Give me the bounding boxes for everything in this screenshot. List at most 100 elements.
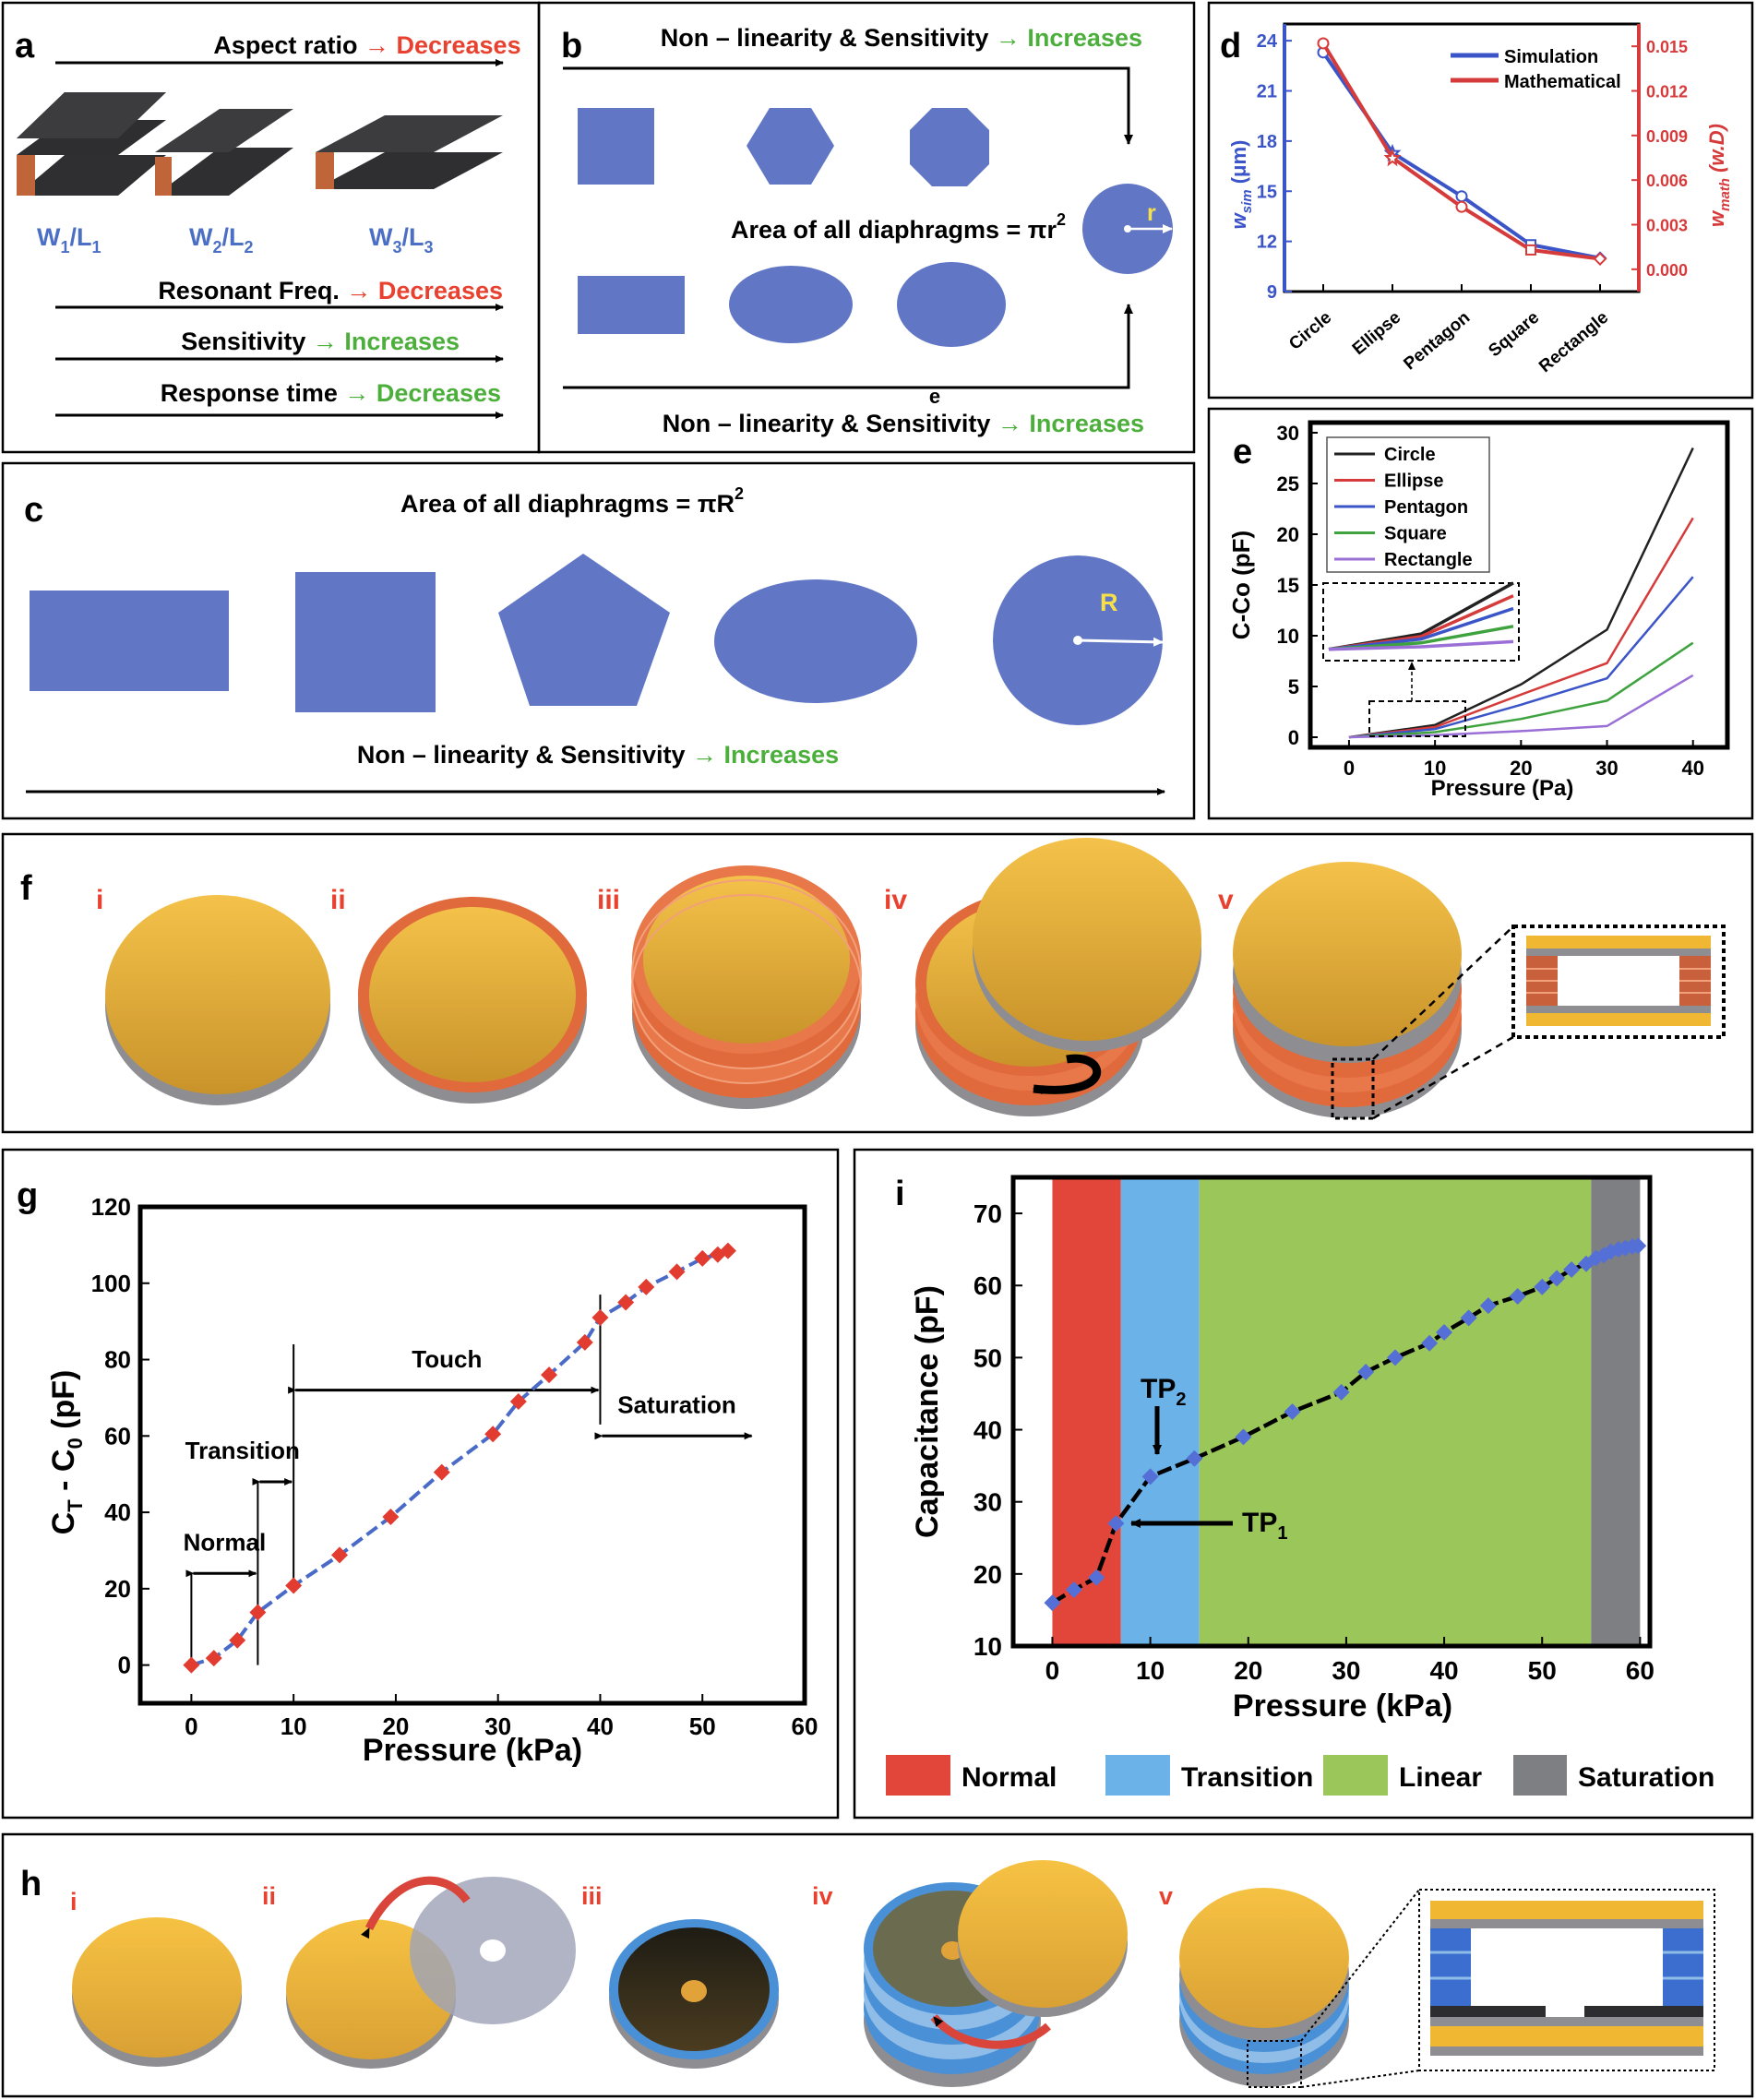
i-legend-swatch (886, 1755, 950, 1796)
e-ylabel: C-Co (pF) (1227, 531, 1255, 639)
d-y2label: wmath (w.D) (1705, 124, 1733, 227)
d-y2tick-label: 0.009 (1646, 127, 1688, 146)
d-y2-axis: 0.000 0.003 0.006 0.009 0.012 0.015 (1631, 38, 1688, 280)
i-xtick-label: 60 (1626, 1656, 1654, 1685)
e-xtick-label: 20 (1510, 757, 1532, 780)
d-xtick-label: Pentagon (1400, 308, 1474, 375)
g-region-label: Transition (185, 1437, 300, 1464)
f-step-iv: iv (884, 885, 907, 915)
ratio-w1-l1: W1/L1 (37, 223, 102, 257)
e-ytick-label: 20 (1277, 523, 1299, 546)
b-ellipse-round (897, 262, 1006, 347)
i-ytick-label: 50 (974, 1343, 1002, 1372)
d-y2tick-label: 0.015 (1646, 38, 1688, 56)
i-data-point (1332, 1383, 1350, 1401)
b-ellipse-wide (729, 266, 853, 343)
g-data-point (285, 1577, 303, 1594)
e-legend-item: Circle (1384, 445, 1436, 465)
panel-e-border (1207, 407, 1754, 820)
g-ytick-label: 60 (104, 1422, 131, 1450)
g-ytick-label: 100 (91, 1270, 131, 1297)
d-data-point (1317, 37, 1330, 50)
g-ylabel: CT - C0 (pF) (46, 1370, 87, 1535)
g-data-point (591, 1309, 609, 1327)
h-step-i: i (70, 1888, 78, 1915)
c-pentagon (498, 554, 670, 706)
resonant-freq-line: Resonant Freq. → Decreases (158, 277, 503, 304)
i-legend-swatch (1323, 1755, 1388, 1796)
h-step-iii: iii (581, 1882, 603, 1910)
e-zoom-inset (1322, 581, 1520, 737)
i-x-axis: 0 10 20 30 40 50 60 (1045, 1637, 1654, 1685)
d-ytick-label: 12 (1257, 233, 1277, 253)
e-series-line (1348, 447, 1694, 739)
panel-letter-i: i (895, 1175, 905, 1213)
b-hexagon (747, 108, 834, 185)
i-legend-swatch (1105, 1755, 1170, 1796)
g-xlabel: Pressure (kPa) (363, 1733, 582, 1768)
i-data-point (1460, 1309, 1477, 1327)
e-legend: Circle Ellipse Pentagon Square Rectangle (1326, 436, 1490, 573)
g-xtick-label: 60 (792, 1712, 818, 1740)
e-ytick-label: 5 (1288, 675, 1299, 698)
chart-i: i 10 20 30 40 50 60 70 0 10 20 30 40 50 60 TP2 TP1 P… (886, 1175, 1714, 1796)
g-data-point (638, 1278, 655, 1295)
g-data-point (205, 1650, 222, 1667)
i-data-point (1630, 1237, 1647, 1255)
f-step-i: i (96, 885, 103, 915)
e-y-axis: 0 5 10 15 20 25 30 (1277, 422, 1318, 749)
panel-h: h i ii iii iv v (20, 1860, 1715, 2088)
panel-f-border (1, 832, 1754, 1134)
e-xtick-label: 0 (1344, 757, 1355, 780)
e-ytick-label: 10 (1277, 625, 1299, 648)
f-step-iii: iii (597, 885, 620, 915)
e-xtick-label: 10 (1424, 757, 1446, 780)
i-data-point (1548, 1270, 1566, 1287)
h-disk-iv (864, 1860, 1128, 2087)
i-plot-frame (1010, 1175, 1653, 1649)
i-xtick-label: 50 (1528, 1656, 1557, 1685)
d-xtick-label: Rectangle (1535, 308, 1612, 376)
h-step-iv: iv (812, 1882, 833, 1910)
g-xtick-label: 40 (587, 1712, 614, 1740)
b-stray-letter: e (929, 385, 940, 408)
h-disk-v (1179, 1888, 1420, 2088)
f-disk-v (1233, 862, 1514, 1120)
panel-d-border (1207, 1, 1754, 400)
i-data-point (1357, 1364, 1375, 1381)
d-y2tick-label: 0.006 (1646, 172, 1688, 190)
d-legend: Simulation Mathematical (1451, 47, 1621, 92)
f-cross-section-inset (1511, 925, 1726, 1039)
g-data-point (382, 1509, 400, 1526)
h-step-ii: ii (262, 1882, 276, 1910)
i-data-point (1563, 1261, 1581, 1279)
i-ytick-label: 60 (974, 1271, 1002, 1300)
g-ytick-label: 80 (104, 1346, 131, 1374)
e-legend-item: Ellipse (1384, 471, 1443, 492)
panel-letter-e: e (1233, 433, 1252, 471)
g-data-point (229, 1631, 246, 1649)
i-data-point (1186, 1450, 1203, 1467)
g-data-point (331, 1546, 348, 1564)
g-data-point (183, 1656, 200, 1674)
panel-f: f i ii iii iv v (20, 838, 1726, 1120)
b-radius-label: r (1147, 200, 1156, 226)
b-bottom-label: Non – linearity & Sensitivity → Increase… (663, 410, 1144, 437)
i-ytick-label: 20 (974, 1560, 1002, 1589)
f-disk-ii (358, 897, 587, 1104)
g-xtick-label: 20 (382, 1712, 409, 1740)
g-series (183, 1242, 736, 1674)
i-region-band (1199, 1177, 1592, 1646)
sensitivity-line: Sensitivity → Increases (181, 328, 460, 355)
i-data-point (1284, 1403, 1301, 1420)
e-ytick-label: 30 (1277, 422, 1299, 445)
g-region-label: Saturation (617, 1390, 736, 1418)
i-tp2-label: TP2 (1141, 1374, 1186, 1410)
d-y2tick-label: 0.000 (1646, 261, 1688, 280)
i-data-point (1421, 1334, 1439, 1352)
i-xtick-label: 30 (1332, 1656, 1360, 1685)
i-xtick-label: 40 (1429, 1656, 1458, 1685)
ratio-w3-l3: W3/L3 (369, 223, 434, 257)
i-legend-label: Saturation (1578, 1762, 1714, 1793)
